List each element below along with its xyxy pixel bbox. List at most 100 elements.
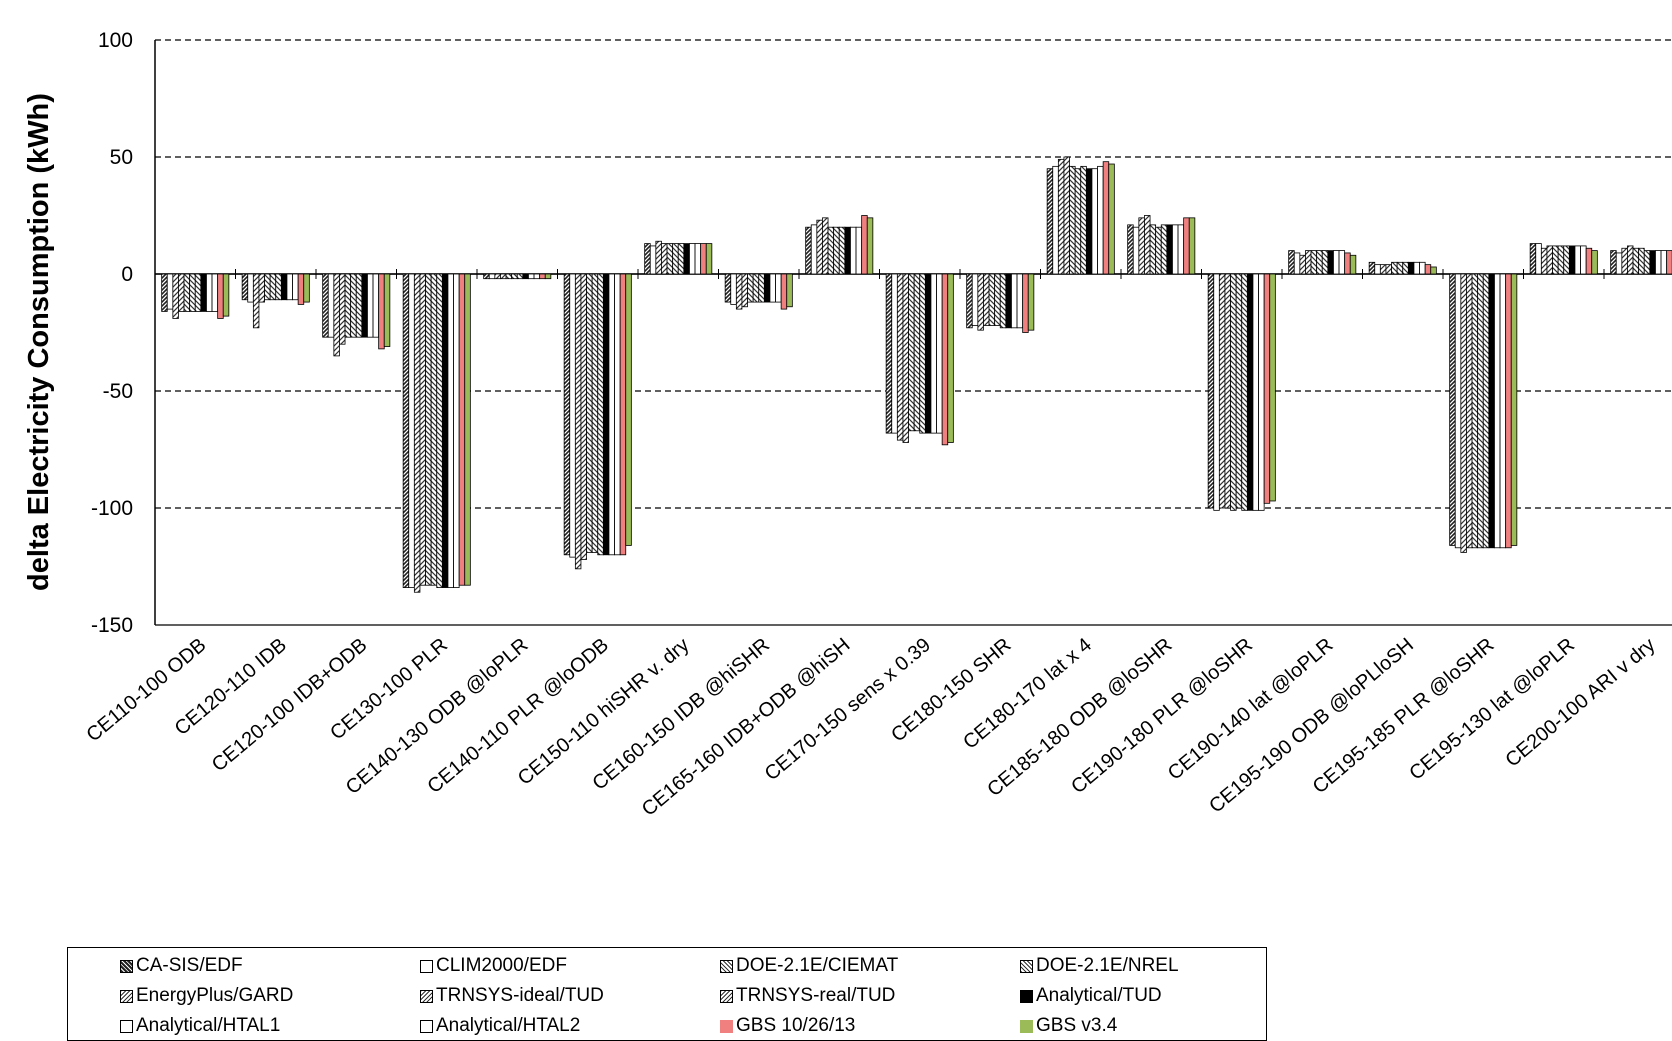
bar <box>1235 273 1243 509</box>
bar <box>1258 273 1265 511</box>
bar <box>1224 273 1231 509</box>
y-tick-label: -100 <box>91 497 133 520</box>
bar <box>1166 224 1173 275</box>
bar <box>586 273 593 553</box>
bar <box>1529 243 1537 275</box>
bar <box>1052 165 1059 275</box>
y-axis-title: delta Electricity Consumption (kWh) <box>23 93 55 591</box>
bar <box>1632 247 1640 275</box>
bar <box>619 273 627 556</box>
bar <box>297 273 305 305</box>
bar <box>1218 273 1226 509</box>
bar <box>786 273 793 308</box>
bar <box>1149 224 1157 275</box>
bar <box>724 273 732 303</box>
bar <box>522 273 529 280</box>
bar <box>805 226 812 275</box>
legend-swatch <box>420 959 433 973</box>
legend-item: TRNSYS-ideal/TUD <box>420 984 720 1008</box>
legend-label: TRNSYS-real/TUD <box>736 985 896 1006</box>
bar <box>1091 168 1098 275</box>
bar <box>705 243 713 275</box>
bar <box>689 243 696 275</box>
bar <box>602 273 610 556</box>
bar <box>1391 261 1398 275</box>
y-tick-label: 50 <box>110 146 133 169</box>
bar <box>1510 273 1518 546</box>
bar <box>1615 252 1623 275</box>
bar <box>677 243 685 275</box>
bar <box>1454 273 1462 549</box>
bar <box>333 273 340 357</box>
bar <box>344 273 352 338</box>
bar <box>1299 254 1306 275</box>
legend-swatch <box>1020 959 1033 973</box>
bar <box>511 273 518 280</box>
bar <box>850 226 857 275</box>
bar <box>350 273 357 338</box>
bar <box>994 273 1001 326</box>
bar <box>1085 168 1093 275</box>
bar <box>1655 250 1662 275</box>
bar <box>247 273 254 303</box>
bar <box>1407 261 1415 275</box>
bar <box>866 217 874 275</box>
bar <box>1269 273 1276 502</box>
bar <box>372 273 380 338</box>
bar <box>730 273 737 305</box>
bar <box>402 273 410 588</box>
bar <box>1494 273 1501 549</box>
bar <box>1016 273 1024 329</box>
bar <box>1568 245 1576 275</box>
bar <box>614 273 621 556</box>
bar <box>1585 247 1593 275</box>
legend-swatch <box>120 1019 133 1033</box>
bar <box>1402 261 1409 275</box>
bar <box>453 273 460 588</box>
bar <box>971 273 979 326</box>
bar <box>1127 224 1134 275</box>
bar <box>1621 247 1628 275</box>
legend-swatch <box>720 959 733 973</box>
bar <box>1080 165 1087 275</box>
legend-label: DOE-2.1E/CIEMAT <box>736 955 899 976</box>
bar <box>833 226 840 275</box>
bar <box>1430 266 1437 275</box>
bar <box>1563 245 1570 275</box>
bar <box>1557 245 1565 275</box>
bar <box>1413 261 1420 275</box>
bar <box>1471 273 1479 549</box>
bar <box>977 273 984 331</box>
bar <box>574 273 582 570</box>
bar <box>327 273 335 338</box>
bar <box>775 273 782 303</box>
legend-swatch <box>1020 989 1033 1003</box>
bar <box>913 273 921 432</box>
y-tick-label: -50 <box>103 380 133 403</box>
bar <box>1419 261 1426 275</box>
bar <box>1466 273 1473 549</box>
legend-item: DOE-2.1E/NREL <box>1020 954 1320 978</box>
bar <box>1063 156 1070 275</box>
bar <box>1546 245 1553 275</box>
bar <box>1460 273 1467 553</box>
bar <box>735 273 743 310</box>
bar <box>1396 261 1404 275</box>
bar <box>211 273 219 312</box>
bar <box>919 273 926 434</box>
bar <box>1368 261 1376 275</box>
bar <box>322 273 329 338</box>
bar <box>1005 273 1012 329</box>
legend-swatch <box>120 959 133 973</box>
bar <box>1488 273 1495 549</box>
y-tick-label: 0 <box>121 263 133 286</box>
x-tick-label: CE195-130 lat @loPLR <box>1405 634 1579 785</box>
bar <box>1310 250 1318 275</box>
bar <box>924 273 932 434</box>
bar <box>275 273 282 301</box>
bar <box>666 243 674 275</box>
bar <box>1246 273 1254 511</box>
bar <box>1482 273 1490 549</box>
bar <box>1666 250 1672 275</box>
bar <box>408 273 415 588</box>
